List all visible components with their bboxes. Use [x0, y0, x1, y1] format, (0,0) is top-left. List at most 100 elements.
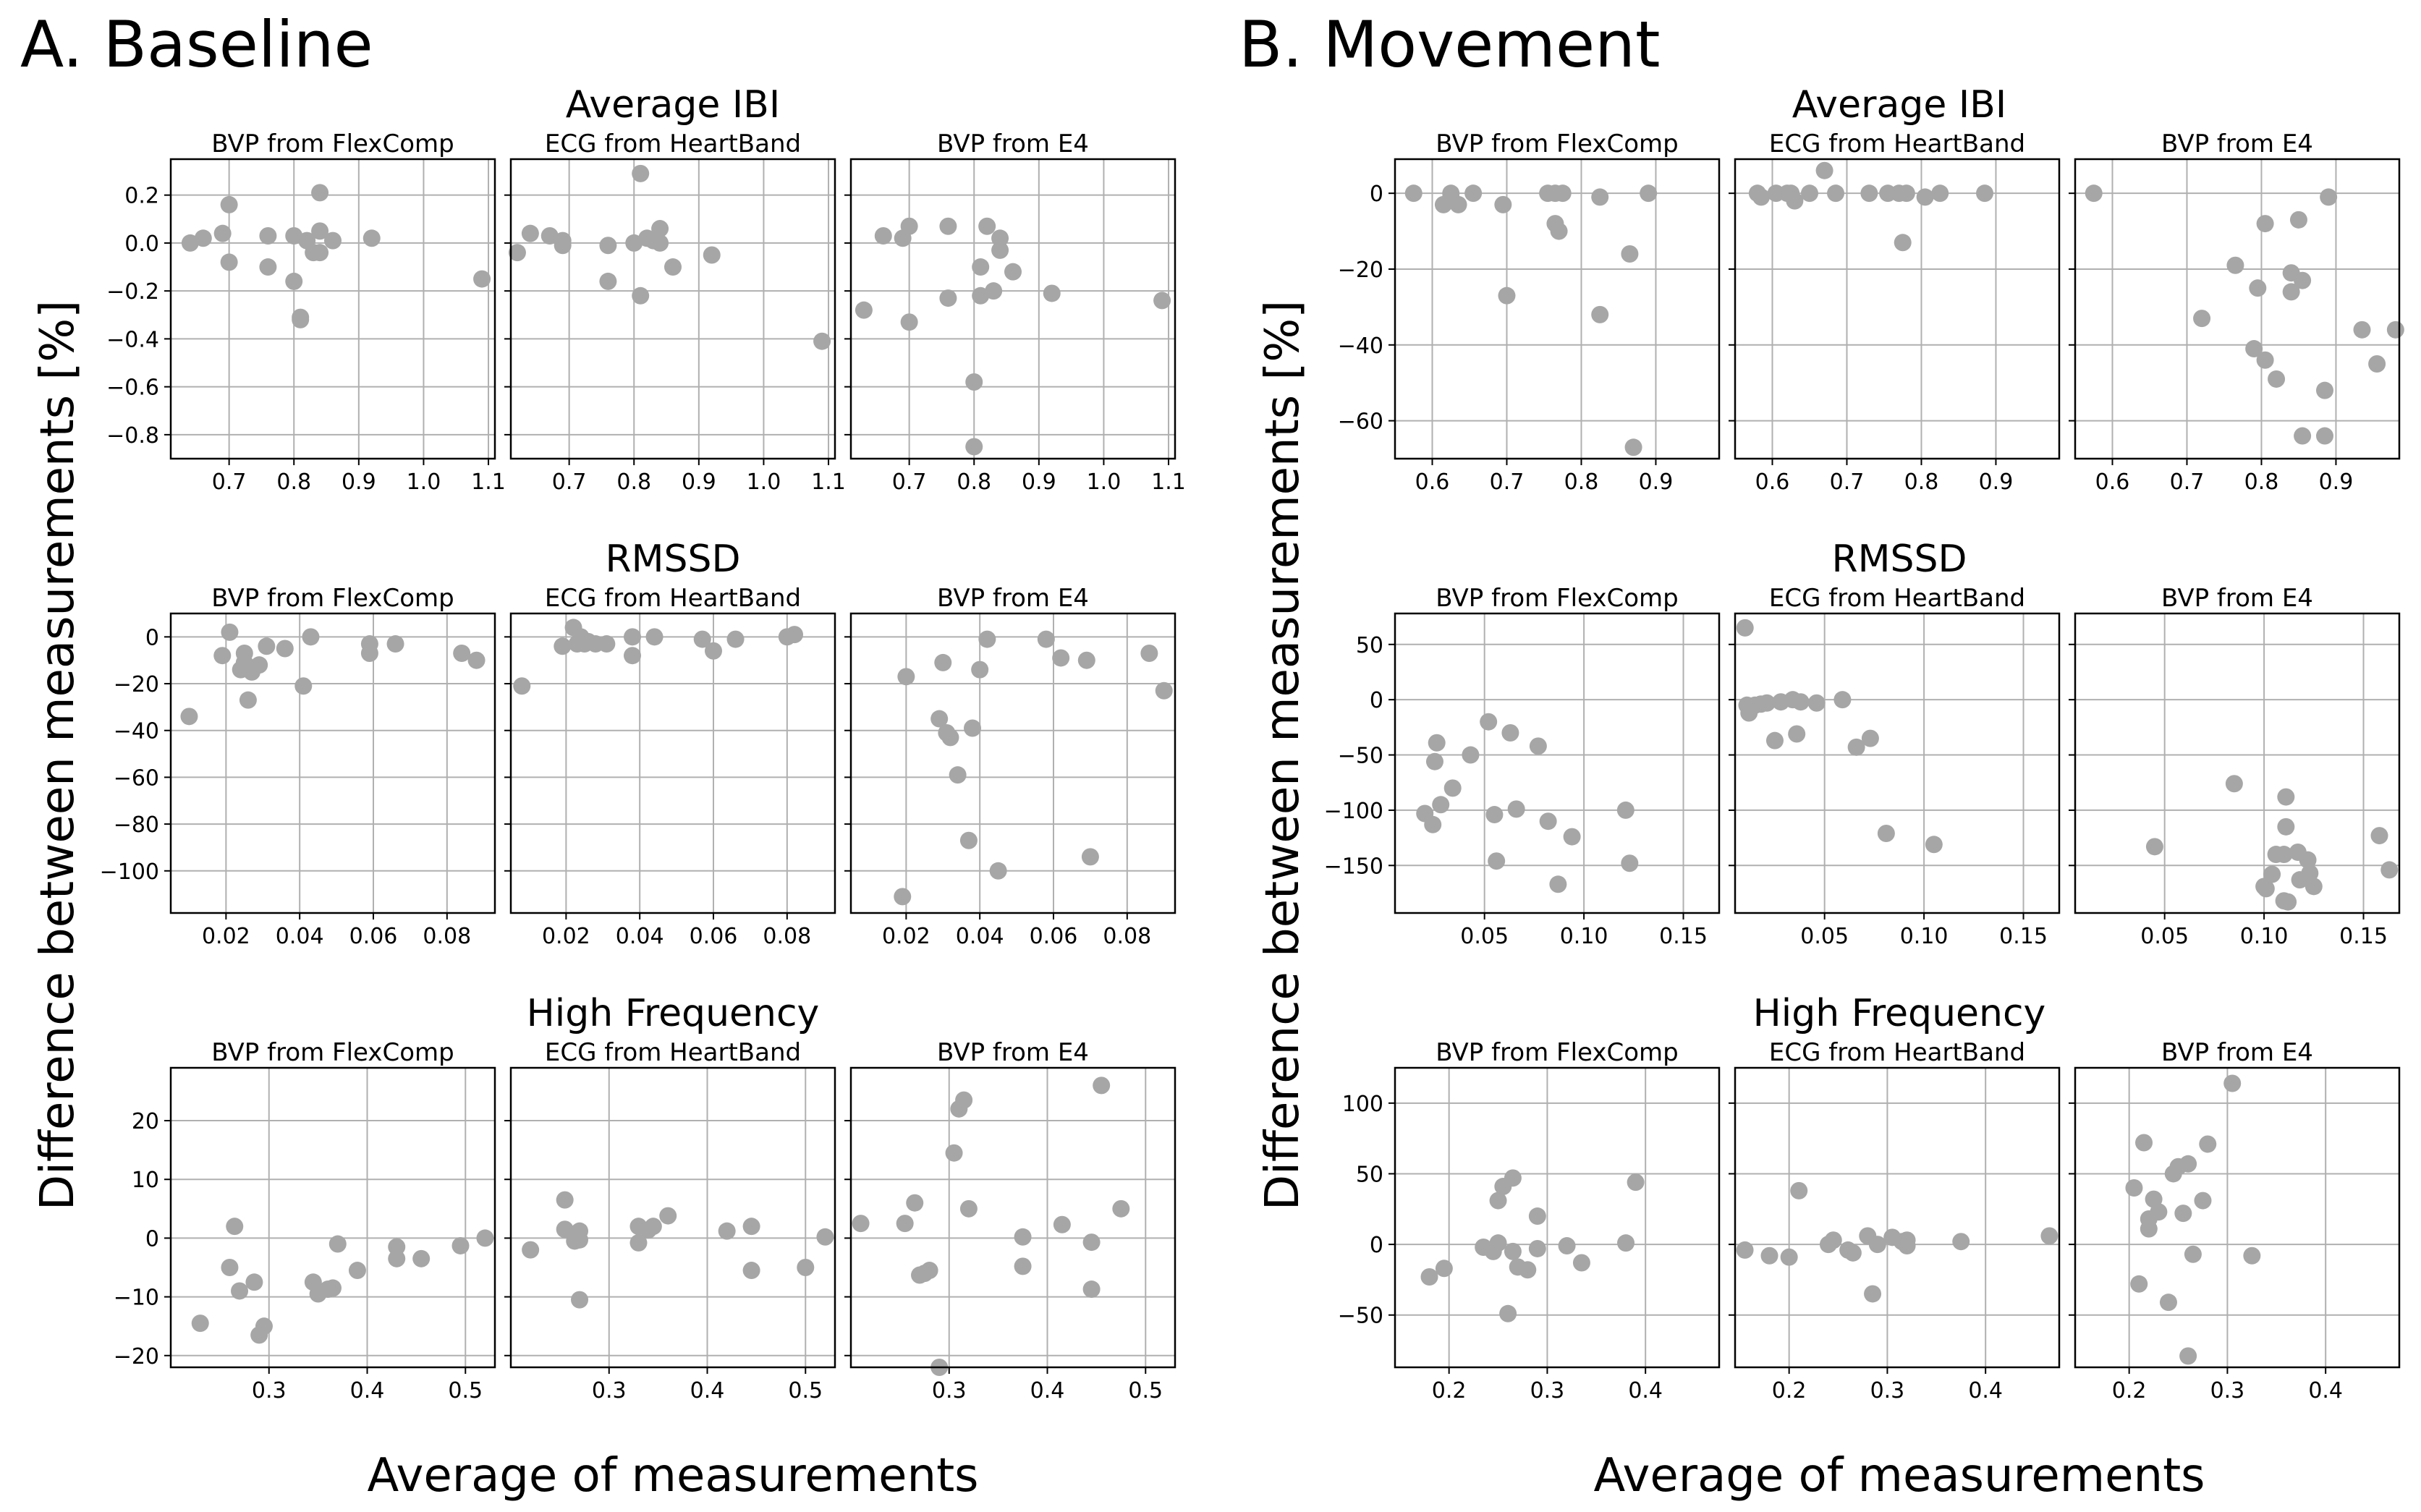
data-point	[1833, 691, 1852, 709]
data-point	[302, 628, 320, 646]
data-point	[1550, 222, 1568, 240]
x-tick-label: 0.04	[956, 924, 1004, 949]
data-point	[1807, 694, 1826, 712]
data-point	[191, 1314, 209, 1333]
data-point	[1153, 292, 1171, 310]
data-point	[900, 313, 918, 331]
data-point	[1404, 184, 1423, 203]
y-tick-label: −50	[1338, 744, 1383, 769]
data-point	[1627, 1173, 1645, 1192]
plot-frame	[1734, 1066, 2061, 1369]
data-point	[362, 229, 381, 247]
x-tick-label: 0.9	[2319, 470, 2354, 495]
y-tick-label: −0.6	[106, 375, 159, 401]
data-point	[1752, 188, 1771, 206]
x-tick-label: 0.02	[542, 924, 590, 949]
x-tick-label: 1.0	[747, 470, 781, 495]
data-point	[1864, 1285, 1882, 1303]
data-point	[194, 229, 212, 247]
data-point	[972, 258, 990, 276]
data-point	[180, 708, 198, 726]
data-point	[949, 766, 967, 784]
plot-frame	[169, 1066, 496, 1369]
data-point	[1898, 1231, 1916, 1249]
a-high-frequency-bvp-from-flexcomp-subplot: BVP from FlexComp 0.3 0.4 0.5 −20 −10 0 10 20	[114, 1038, 496, 1403]
x-tick-label: 0.9	[1022, 470, 1056, 495]
y-tick-label: −100	[1324, 799, 1383, 824]
data-point	[939, 289, 957, 307]
data-point	[2194, 1192, 2212, 1210]
x-tick-label: 0.08	[423, 924, 471, 949]
data-point	[991, 241, 1009, 259]
data-point	[324, 232, 342, 250]
data-point	[276, 640, 294, 658]
data-point	[1140, 644, 1158, 662]
b-rmssd-title: RMSSD	[1831, 538, 1967, 581]
x-tick-label: 0.05	[2140, 924, 2189, 949]
data-point	[239, 691, 257, 709]
data-point	[1480, 713, 1498, 731]
y-tick-label: −80	[114, 812, 159, 838]
y-tick-label: −150	[1324, 854, 1383, 879]
x-tick-label: 0.4	[1030, 1378, 1065, 1403]
x-tick-label: 0.02	[202, 924, 250, 949]
data-point	[2223, 1074, 2242, 1092]
data-point	[220, 253, 238, 271]
y-tick-label: 50	[1356, 1162, 1383, 1187]
data-point	[624, 647, 641, 665]
data-point	[1572, 1254, 1590, 1272]
a-high-frequency-ecg-from-heartband-subplot: ECG from HeartBand 0.3 0.4 0.5	[504, 1038, 836, 1403]
data-point	[1435, 1260, 1453, 1278]
plot-frame	[849, 1066, 1176, 1369]
data-point	[1077, 651, 1095, 669]
data-point	[718, 1222, 736, 1240]
x-tick-label: 0.8	[2244, 470, 2279, 495]
data-point	[920, 1262, 938, 1280]
y-tick-label: 100	[1342, 1092, 1383, 1117]
b-high-frequency-bvp-from-flexcomp-subplot: BVP from FlexComp 0.2 0.3 0.4 −50 0 50 100	[1338, 1038, 1721, 1403]
plot-frame	[509, 612, 836, 914]
y-tick-label: −0.4	[106, 327, 159, 352]
data-point	[1815, 161, 1833, 179]
data-point	[897, 668, 915, 686]
data-point	[598, 635, 616, 653]
data-point	[852, 1215, 870, 1233]
a-average-ibi-bvp-from-e4-subplot: BVP from E4 0.7 0.8 0.9 1.0 1.1	[844, 129, 1186, 495]
data-point	[1529, 737, 1547, 755]
data-point	[1844, 1244, 1862, 1262]
plot-frame	[509, 158, 836, 460]
data-point	[1976, 184, 1994, 203]
data-point	[1489, 1192, 1507, 1210]
data-point	[522, 1241, 540, 1259]
data-point	[1916, 188, 1934, 206]
data-point	[1014, 1257, 1032, 1275]
data-point	[797, 1259, 815, 1276]
data-point	[1464, 184, 1483, 203]
x-tick-label: 0.8	[616, 470, 651, 495]
data-point	[2226, 256, 2244, 274]
y-tick-label: 0	[145, 1226, 159, 1252]
b-average-ibi-ecg-from-heartband-title: ECG from HeartBand	[1769, 129, 2025, 158]
data-point	[554, 637, 572, 655]
data-point	[2135, 1134, 2153, 1152]
plot-frame	[2074, 158, 2401, 460]
data-point	[786, 626, 803, 644]
data-point	[245, 1273, 263, 1291]
y-tick-label: −50	[1338, 1304, 1383, 1329]
a-average-ibi-title: Average IBI	[566, 83, 780, 127]
data-point	[1489, 1234, 1507, 1252]
data-point	[2289, 211, 2307, 229]
x-tick-label: 0.4	[1968, 1378, 2003, 1403]
data-point	[2316, 381, 2334, 399]
data-point	[985, 282, 1003, 300]
data-point	[1428, 734, 1446, 752]
x-tick-label: 0.15	[2339, 924, 2388, 949]
data-point	[2140, 1220, 2158, 1238]
data-point	[2277, 788, 2295, 806]
data-point	[221, 1259, 239, 1276]
data-point	[1082, 1233, 1101, 1252]
panel-b-xlabel: Average of measurements	[1593, 1449, 2205, 1503]
y-tick-label: −0.8	[106, 423, 159, 449]
a-average-ibi-ecg-from-heartband-title: ECG from HeartBand	[545, 129, 801, 158]
data-point	[2040, 1227, 2059, 1245]
